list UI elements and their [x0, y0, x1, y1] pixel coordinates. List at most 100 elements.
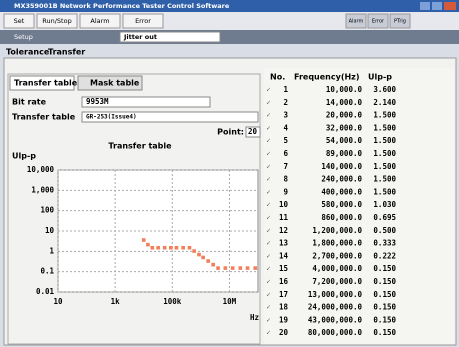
- frequency: 140,000.0: [321, 162, 362, 171]
- y-label: Ulp-p: [12, 152, 36, 161]
- data-point: [169, 245, 173, 250]
- maximize[interactable]: [432, 2, 442, 10]
- ulp-p: 1.500: [373, 149, 396, 158]
- ulp-p: 0.333: [373, 239, 396, 248]
- subtab: Transfer table: [14, 79, 78, 88]
- row-check: ✓: [266, 138, 271, 145]
- toolbar-button[interactable]: [36, 13, 78, 29]
- ulp-p: 1.500: [373, 187, 396, 196]
- row-number: 17: [279, 290, 288, 299]
- row-number: 16: [279, 277, 289, 286]
- table-header: Frequency(Hz): [294, 73, 360, 82]
- data-point: [206, 259, 210, 263]
- frequency: 2,700,000.0: [312, 251, 362, 260]
- point-box[interactable]: [245, 126, 261, 138]
- frequency: 80,000,000.0: [308, 328, 363, 337]
- row-check: ✓: [266, 317, 271, 324]
- data-point: [174, 245, 179, 250]
- setup-select[interactable]: [119, 31, 221, 43]
- row-check: ✓: [266, 291, 271, 298]
- x-tick-label: 100k: [163, 297, 182, 306]
- frequency: 400,000.0: [321, 187, 362, 196]
- ulp-p: 1.500: [373, 111, 396, 120]
- data-point: [187, 245, 192, 250]
- x-tick-label: 10M: [223, 297, 237, 306]
- toolbar-button[interactable]: [3, 13, 35, 29]
- bit-rate-select[interactable]: [81, 96, 211, 108]
- subtab-inactive[interactable]: [77, 75, 143, 91]
- row-number: 14: [279, 251, 289, 260]
- y-tick-label: 1,000: [31, 185, 54, 194]
- data-point: [223, 266, 228, 270]
- data-point: [141, 238, 146, 242]
- row-check: ✓: [266, 266, 271, 273]
- y-tick-label: 100: [40, 206, 54, 215]
- frequency: 43,000,000.0: [308, 315, 363, 324]
- close[interactable]: [444, 2, 456, 10]
- toolbar-button-label: Alarm: [90, 17, 109, 25]
- frequency: 580,000.0: [321, 200, 362, 209]
- table-select[interactable]: [81, 111, 259, 123]
- tab[interactable]: Tolerance: [6, 48, 50, 57]
- bit-rate: 9953M: [86, 97, 109, 106]
- data-point: [181, 245, 185, 250]
- row-number: 19: [279, 315, 289, 324]
- ulp-p: 1.500: [373, 175, 396, 184]
- frequency: 240,000.0: [321, 175, 362, 184]
- setup-value: Jitter out: [123, 33, 157, 41]
- row-number: 5: [283, 136, 288, 145]
- frequency: 860,000.0: [321, 213, 362, 222]
- y-tick-label: 0.01: [36, 287, 55, 296]
- frequency: 20,000.0: [326, 111, 363, 120]
- frequency: 24,000,000.0: [308, 303, 363, 312]
- frequency: 54,000.0: [326, 136, 363, 145]
- row-number: 11: [279, 213, 289, 222]
- subtab: Mask table: [90, 79, 140, 88]
- ulp-p: 0.222: [373, 251, 396, 260]
- y-tick-label: 1: [49, 246, 54, 255]
- y-tick-label: 10: [45, 226, 55, 235]
- frequency: 4,000,000.0: [312, 264, 362, 273]
- row-check: ✓: [266, 304, 271, 311]
- ulp-p: 3.600: [373, 85, 396, 94]
- y-tick-label: 0.1: [40, 267, 54, 276]
- data-point: [253, 266, 258, 270]
- status-indicator: [345, 13, 367, 29]
- y-tick-label: 10,000: [27, 165, 55, 174]
- status-indicator: [367, 13, 389, 29]
- row-number: 12: [279, 226, 288, 235]
- row-check: ✓: [266, 215, 271, 222]
- frequency: 1,800,000.0: [312, 239, 362, 248]
- frequency: 1,200,000.0: [312, 226, 362, 235]
- transfer-table: GR-253(Issue4): [86, 114, 137, 121]
- row-check: ✓: [266, 163, 271, 170]
- tab[interactable]: Transfer: [48, 48, 85, 57]
- row-number: 7: [283, 162, 288, 171]
- frequency: 89,000.0: [326, 149, 363, 158]
- row-check: ✓: [266, 202, 271, 209]
- row-check: ✓: [266, 112, 271, 119]
- frequency: 13,000,000.0: [308, 290, 363, 299]
- status-label: Alarm: [349, 19, 364, 25]
- row-number: 6: [283, 149, 288, 158]
- ulp-p: 0.150: [373, 264, 396, 273]
- ulp-p: 1.500: [373, 162, 396, 171]
- row-number: 15: [279, 264, 288, 273]
- table-header: Ulp-p: [368, 73, 392, 82]
- toolbar-button[interactable]: [122, 13, 164, 29]
- minimize[interactable]: [420, 2, 430, 10]
- x-tick-label: 10: [53, 297, 63, 306]
- window-title: MX359001B Network Performance Tester Con…: [14, 2, 230, 10]
- row-number: 9: [283, 187, 288, 196]
- row-number: 2: [283, 98, 288, 107]
- status-indicator: [389, 13, 411, 29]
- row-number: 4: [283, 123, 288, 132]
- x-unit: Hz: [250, 313, 259, 322]
- frequency: 14,000.0: [326, 98, 363, 107]
- toolbar-button[interactable]: [79, 13, 121, 29]
- field-label: Point:: [217, 128, 244, 137]
- subtab-active[interactable]: [9, 75, 75, 91]
- title-bar: [0, 0, 459, 12]
- data-point: [238, 266, 243, 270]
